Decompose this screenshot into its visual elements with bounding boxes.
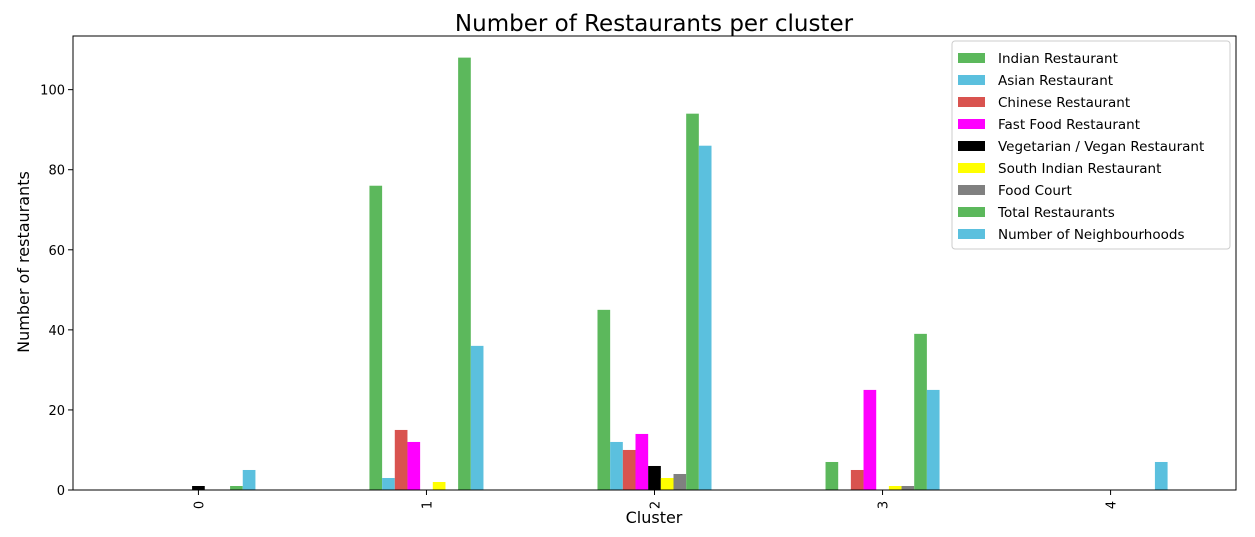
bar-fast-food-restaurant-cluster-2 <box>635 433 649 490</box>
bar-vegetarian-vegan-restaurant-cluster-0 <box>192 486 205 490</box>
bar-south-indian-restaurant-cluster-3 <box>888 486 902 490</box>
y-tick-label: 40 <box>48 324 65 339</box>
y-tick-label: 100 <box>40 84 65 99</box>
legend-swatch <box>958 163 985 173</box>
legend-swatch <box>958 97 985 107</box>
x-tick-label: 3 <box>877 501 892 509</box>
bar-total-restaurants-cluster-2 <box>686 113 699 491</box>
bar-number-of-neighbourhoods-cluster-2 <box>698 145 712 490</box>
bar-indian-restaurant-cluster-3 <box>825 461 839 490</box>
chart-title: Number of Restaurants per cluster <box>455 11 854 37</box>
x-tick-label: 4 <box>1105 501 1120 509</box>
legend-label: Number of Neighbourhoods <box>998 227 1184 243</box>
legend-swatch <box>958 141 985 151</box>
bar-vegetarian-vegan-restaurant-cluster-2 <box>648 465 661 490</box>
bar-asian-restaurant-cluster-1 <box>382 477 395 490</box>
x-axis-label: Cluster <box>626 508 683 527</box>
bar-food-court-cluster-3 <box>901 486 915 490</box>
legend-swatch <box>958 75 985 85</box>
bar-number-of-neighbourhoods-cluster-0 <box>242 469 256 490</box>
bars-layer <box>192 57 1168 491</box>
bar-south-indian-restaurant-cluster-1 <box>432 481 446 490</box>
legend-label: Fast Food Restaurant <box>998 117 1140 133</box>
bar-indian-restaurant-cluster-1 <box>369 185 383 491</box>
legend-label: Chinese Restaurant <box>998 95 1130 111</box>
y-axis-label: Number of restaurants <box>14 171 33 353</box>
bar-total-restaurants-cluster-0 <box>230 486 243 490</box>
y-tick-label: 60 <box>48 244 65 259</box>
bar-total-restaurants-cluster-3 <box>914 333 927 490</box>
bar-number-of-neighbourhoods-cluster-1 <box>470 345 484 490</box>
x-tick-label: 2 <box>649 501 664 509</box>
y-tick-label: 0 <box>57 484 65 499</box>
legend-swatch <box>958 53 985 63</box>
legend-label: Vegetarian / Vegan Restaurant <box>998 139 1204 155</box>
bar-indian-restaurant-cluster-2 <box>597 309 611 490</box>
legend: Indian Restaurant Asian Restaurant Chinese… <box>951 40 1231 250</box>
x-tick-label: 0 <box>192 501 207 509</box>
bar-number-of-neighbourhoods-cluster-4 <box>1154 461 1168 490</box>
bar-food-court-cluster-2 <box>673 473 687 490</box>
legend-box <box>951 40 1231 250</box>
legend-swatch <box>958 229 985 239</box>
bar-fast-food-restaurant-cluster-1 <box>407 441 421 490</box>
legend-label: Total Restaurants <box>997 205 1115 221</box>
legend-label: South Indian Restaurant <box>998 161 1161 177</box>
x-tick-label: 1 <box>420 501 435 509</box>
bar-chinese-restaurant-cluster-3 <box>850 469 864 490</box>
bar-number-of-neighbourhoods-cluster-3 <box>926 389 940 490</box>
bar-chinese-restaurant-cluster-2 <box>622 449 636 490</box>
y-tick-label: 20 <box>48 404 65 419</box>
legend-swatch <box>958 185 985 195</box>
bar-asian-restaurant-cluster-2 <box>610 441 623 490</box>
legend-swatch <box>958 207 985 217</box>
bar-south-indian-restaurant-cluster-2 <box>660 477 674 490</box>
legend-swatch <box>958 119 985 129</box>
y-tick-label: 80 <box>48 164 65 179</box>
legend-label: Asian Restaurant <box>998 73 1113 89</box>
bar-chinese-restaurant-cluster-1 <box>394 429 408 490</box>
bar-total-restaurants-cluster-1 <box>458 57 471 491</box>
legend-label: Indian Restaurant <box>998 51 1118 67</box>
axes-layer: 0 20 40 60 80 100 0 1 2 3 4 <box>40 35 1237 509</box>
bar-fast-food-restaurant-cluster-3 <box>863 389 877 490</box>
legend-label: Food Court <box>998 183 1072 199</box>
